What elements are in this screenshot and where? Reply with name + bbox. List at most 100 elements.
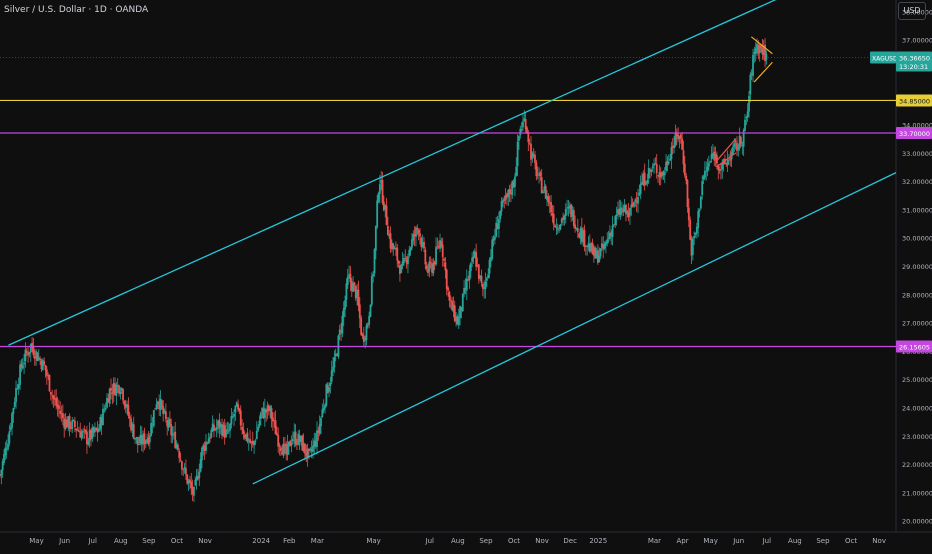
candle-body (150, 423, 153, 436)
candle-body (304, 443, 306, 454)
candle-body (435, 247, 437, 265)
candle-body (392, 243, 395, 250)
candle-body (633, 201, 635, 207)
candle-body (289, 440, 292, 447)
candle-body (516, 141, 519, 167)
candle-body (671, 145, 674, 148)
candle-body (221, 424, 223, 436)
candle-body (519, 128, 522, 136)
last-price-badge (896, 51, 932, 72)
x-tick-label: 2025 (589, 537, 607, 545)
candle-body (279, 447, 282, 451)
candle-body (488, 259, 491, 274)
candle-body (749, 74, 752, 95)
candle-body (461, 293, 464, 312)
candle-body (309, 448, 312, 451)
candle-body (483, 287, 486, 290)
candle-body (720, 169, 722, 171)
candle-body (578, 233, 581, 238)
candle-body (754, 48, 757, 54)
y-tick-label: 21.00000 (902, 489, 932, 497)
y-tick-label: 22.00000 (902, 461, 932, 469)
candle-body (424, 249, 427, 265)
candle-body (638, 192, 641, 196)
candle-body (540, 177, 543, 194)
x-tick-label: Jun (58, 537, 70, 545)
candle-body (746, 111, 749, 118)
candle-body (591, 242, 594, 255)
symbol-badge-label: XAGUSD (872, 55, 898, 62)
candle-body (373, 249, 376, 274)
candle-body (380, 179, 383, 184)
candle-body (111, 392, 114, 395)
candle-body (1, 461, 4, 471)
candle-body (259, 412, 262, 420)
candle-body (205, 441, 207, 451)
y-tick-label: 23.00000 (902, 433, 932, 441)
candle-body (154, 408, 157, 410)
candle-body (40, 360, 43, 370)
candle-body (293, 432, 296, 438)
candle-body (489, 257, 492, 262)
candle-body (23, 362, 25, 365)
candle-body (669, 158, 671, 161)
candle-body (757, 45, 760, 54)
candle-body (195, 475, 198, 481)
candle-body (761, 47, 764, 55)
x-tick-label: Jul (762, 537, 772, 545)
y-tick-label: 28.00000 (902, 291, 932, 299)
candle-body (365, 325, 368, 340)
candle-body (606, 239, 609, 244)
candle-body (230, 416, 233, 425)
candle-body (623, 205, 626, 212)
candle-body (324, 404, 326, 409)
candle-body (360, 317, 363, 335)
candle-body (187, 480, 190, 484)
y-tick-label: 31.00000 (902, 206, 932, 214)
candle-body (535, 162, 538, 177)
candle-body (385, 205, 388, 225)
candle-body (527, 132, 530, 143)
candle-body (320, 417, 322, 426)
candle-body (451, 300, 453, 311)
candle-body (68, 415, 71, 430)
candle-body (48, 375, 51, 392)
x-tick-label: May (703, 537, 717, 545)
candle-body (542, 191, 544, 194)
candle-body (555, 226, 558, 229)
candle-body (552, 214, 555, 225)
candle-body (107, 398, 110, 403)
candle-body (44, 364, 47, 371)
candle-body (181, 461, 183, 470)
candle-body (336, 354, 338, 356)
candle-body (142, 434, 145, 445)
candle-body (90, 429, 92, 440)
candle-body (237, 404, 239, 410)
candle-body (622, 208, 625, 213)
currency-button[interactable]: USD (898, 2, 926, 20)
candle-body (653, 164, 655, 166)
candle-body (98, 428, 100, 432)
candle-body (496, 224, 499, 230)
candle-body (364, 338, 367, 341)
candle-body (164, 411, 167, 420)
candle-body (28, 351, 31, 354)
candle-body (699, 196, 702, 209)
candle-body (629, 207, 631, 216)
candle-body (185, 468, 187, 475)
y-tick-label: 20.00000 (902, 518, 932, 526)
candle-body (543, 186, 546, 191)
candle-body (649, 169, 651, 171)
candle-body (477, 264, 480, 280)
candle-body (227, 430, 230, 432)
candle-body (416, 227, 419, 230)
candle-body (257, 426, 260, 431)
candle-body (678, 136, 681, 140)
candle-body (104, 408, 107, 410)
candle-body (399, 265, 401, 274)
candle-body (697, 211, 700, 228)
candle-body (627, 212, 630, 218)
candle-body (175, 443, 178, 449)
